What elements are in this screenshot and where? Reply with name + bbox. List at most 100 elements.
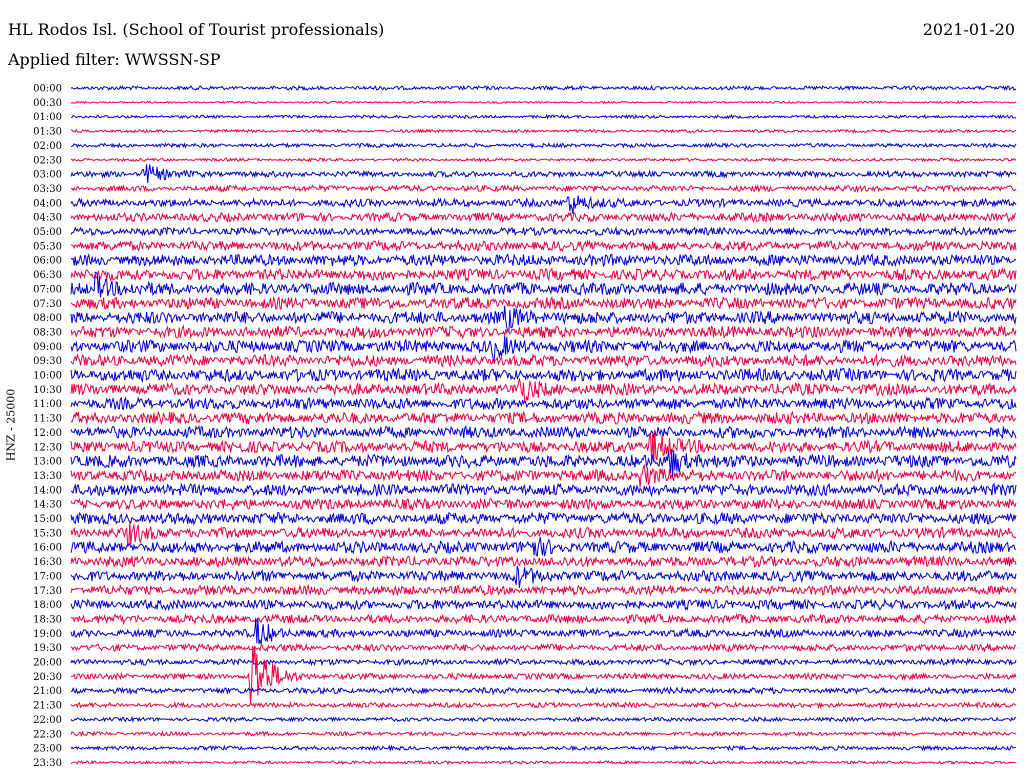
trace-1330 (70, 463, 1017, 488)
time-label-1630: 16:30 (33, 557, 62, 568)
trace-0800 (70, 305, 1017, 334)
trace-1200 (70, 424, 1017, 440)
time-label-2230: 22:30 (33, 729, 62, 740)
trace-0600 (70, 252, 1017, 268)
trace-0000 (70, 84, 1017, 92)
time-label-1530: 15:30 (33, 528, 62, 539)
time-label-1000: 10:00 (33, 371, 62, 382)
trace-2100 (70, 685, 1017, 696)
trace-0330 (70, 183, 1017, 194)
time-label-0930: 09:30 (33, 356, 62, 367)
time-label-1800: 18:00 (33, 600, 62, 611)
station-title: HL Rodos Isl. (School of Tourist profess… (8, 20, 385, 39)
trace-1230 (70, 430, 1017, 464)
trace-1900 (70, 617, 1017, 645)
time-label-0030: 00:30 (33, 98, 62, 109)
time-label-0500: 05:00 (33, 227, 62, 238)
trace-1930 (70, 642, 1017, 653)
time-label-2030: 20:30 (33, 672, 62, 683)
trace-0430 (70, 211, 1017, 224)
trace-1730 (70, 583, 1017, 597)
trace-0100 (70, 113, 1017, 120)
time-label-2000: 20:00 (33, 658, 62, 669)
time-label-0400: 04:00 (33, 198, 62, 209)
time-label-0130: 01:30 (33, 127, 62, 138)
trace-0530 (70, 239, 1017, 253)
time-label-0430: 04:30 (33, 213, 62, 224)
time-label-0230: 02:30 (33, 155, 62, 166)
trace-1530 (70, 520, 1017, 547)
time-label-0100: 01:00 (33, 112, 62, 123)
time-label-1400: 14:00 (33, 485, 62, 496)
time-label-1230: 12:30 (33, 442, 62, 453)
trace-0500 (70, 225, 1017, 237)
trace-1800 (70, 597, 1017, 612)
filter-label: Applied filter: WWSSN-SP (8, 50, 221, 69)
trace-2300 (70, 744, 1017, 753)
trace-1700 (70, 565, 1017, 588)
time-label-0200: 02:00 (33, 141, 62, 152)
trace-0830 (70, 324, 1017, 340)
time-label-0700: 07:00 (33, 284, 62, 295)
time-label-0900: 09:00 (33, 342, 62, 353)
time-label-0600: 06:00 (33, 256, 62, 267)
time-label-1130: 11:30 (33, 414, 62, 425)
time-label-0730: 07:30 (33, 299, 62, 310)
trace-2000 (70, 657, 1017, 667)
trace-1030 (70, 378, 1017, 403)
time-label-2200: 22:00 (33, 715, 62, 726)
time-label-1930: 19:30 (33, 643, 62, 654)
time-label-0830: 08:30 (33, 327, 62, 338)
time-label-1830: 18:30 (33, 614, 62, 625)
time-label-1300: 13:00 (33, 457, 62, 468)
trace-2230 (70, 730, 1017, 738)
time-label-1430: 14:30 (33, 500, 62, 511)
time-label-0330: 03:30 (33, 184, 62, 195)
trace-1630 (70, 554, 1017, 569)
time-label-2330: 23:30 (33, 758, 62, 769)
trace-0130 (70, 128, 1017, 134)
time-label-0530: 05:30 (33, 241, 62, 252)
time-label-2130: 21:30 (33, 701, 62, 712)
trace-1600 (70, 537, 1016, 558)
time-label-0000: 00:00 (33, 84, 62, 95)
trace-0730 (70, 295, 1017, 311)
trace-0930 (70, 353, 1017, 368)
trace-0630 (70, 266, 1017, 283)
time-label-1730: 17:30 (33, 586, 62, 597)
time-label-1330: 13:30 (33, 471, 62, 482)
time-label-0300: 03:00 (33, 170, 62, 181)
time-label-1900: 19:00 (33, 629, 62, 640)
trace-1100 (70, 396, 1017, 411)
time-label-1100: 11:00 (33, 399, 62, 410)
trace-1000 (70, 367, 1017, 384)
trace-0030 (70, 100, 1017, 105)
trace-0400 (70, 195, 1017, 214)
trace-1400 (70, 482, 1017, 498)
record-date: 2021-01-20 (922, 20, 1015, 39)
trace-0300 (70, 164, 1017, 184)
trace-0700 (70, 271, 1017, 298)
trace-2030 (71, 645, 1017, 704)
time-label-2100: 21:00 (33, 686, 62, 697)
trace-1830 (70, 612, 1017, 626)
trace-2130 (70, 700, 1017, 710)
trace-1500 (70, 511, 1017, 526)
time-label-0630: 06:30 (33, 270, 62, 281)
trace-1130 (70, 410, 1017, 426)
trace-1430 (70, 497, 1017, 512)
trace-0230 (71, 156, 1017, 163)
time-label-1500: 15:00 (33, 514, 62, 525)
time-label-1200: 12:00 (33, 428, 62, 439)
time-label-2300: 23:00 (33, 744, 62, 755)
time-label-1700: 17:00 (33, 571, 62, 582)
time-label-1600: 16:00 (33, 543, 62, 554)
trace-2200 (70, 715, 1017, 723)
trace-1300 (70, 448, 1017, 478)
trace-0200 (70, 142, 1017, 149)
time-label-0800: 08:00 (33, 313, 62, 324)
time-label-1030: 10:30 (33, 385, 62, 396)
trace-0900 (70, 335, 1017, 363)
trace-2330 (70, 759, 1017, 766)
